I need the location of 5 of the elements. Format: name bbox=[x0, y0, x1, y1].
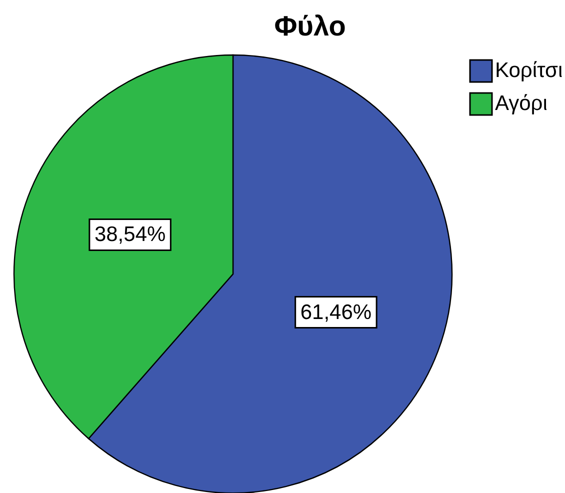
legend-label: Αγόρι bbox=[495, 92, 548, 115]
chart-title: Φύλο bbox=[274, 10, 346, 42]
data-label: 61,46% bbox=[300, 300, 372, 324]
data-label: 38,54% bbox=[94, 223, 166, 246]
legend-label: Κορίτσι bbox=[495, 59, 563, 82]
